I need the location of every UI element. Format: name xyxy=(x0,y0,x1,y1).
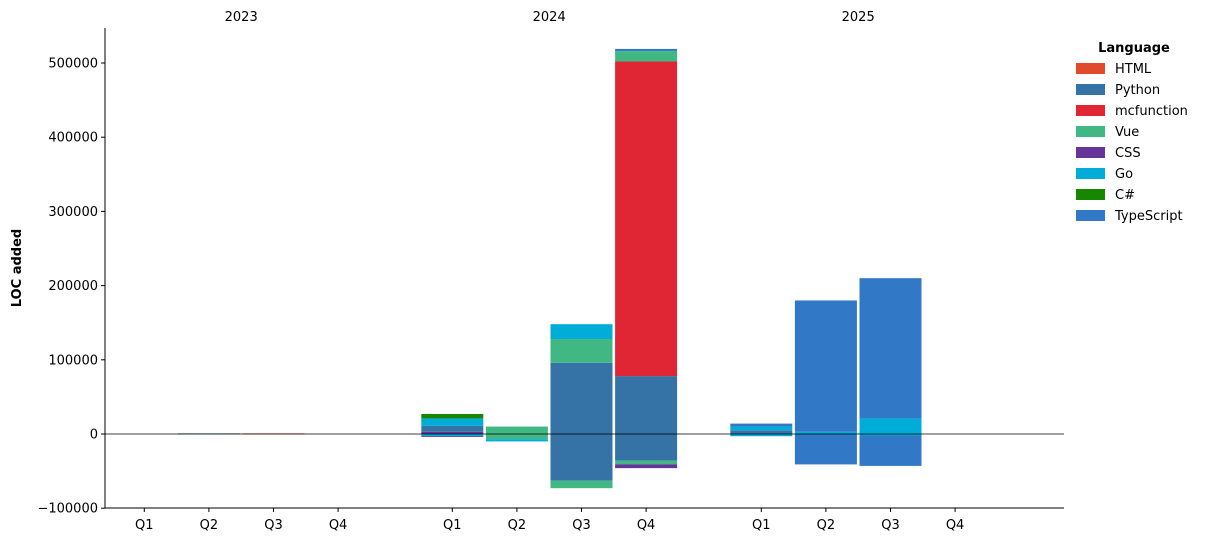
y-tick-label: 300000 xyxy=(48,205,98,220)
bar-segment-neg-2024-Q4-python xyxy=(615,434,678,461)
panel-titles: 2023 2024 2025 xyxy=(225,10,875,25)
x-tick-label: Q4 xyxy=(637,518,656,533)
x-tick-label: Q2 xyxy=(508,518,527,533)
y-tick-label: 500000 xyxy=(48,57,98,72)
bar-segment-neg-2024-Q1-css xyxy=(421,436,484,438)
y-tick-label: 400000 xyxy=(48,131,98,146)
bar-segment-2024-Q1-python xyxy=(421,425,484,432)
x-tick-label: Q1 xyxy=(135,518,154,533)
bar-segment-2024-Q4-vue xyxy=(615,51,678,62)
bar-segment-2024-Q4-typescript xyxy=(615,48,678,52)
bar-segment-neg-2025-Q2-typescript xyxy=(794,434,857,465)
bar-segment-2025-Q3-typescript xyxy=(859,278,922,419)
legend-swatch-python xyxy=(1076,84,1105,95)
bar-segment-2025-Q2-typescript xyxy=(794,300,857,432)
x-tick-label: Q4 xyxy=(329,518,348,533)
bar-segment-2024-Q3-vue xyxy=(550,339,613,363)
x-tick-label: Q3 xyxy=(572,518,591,533)
bar-segment-2025-Q2-go xyxy=(794,431,857,434)
legend-label-python: Python xyxy=(1115,83,1160,98)
y-tick-label: 100000 xyxy=(48,353,98,368)
bar-segment-2024-Q4-python xyxy=(615,376,678,434)
legend-label-mcfunction: mcfunction xyxy=(1115,104,1188,119)
bar-segment-neg-2025-Q3-go xyxy=(859,434,922,436)
legend-swatch-html xyxy=(1076,63,1105,74)
bar-segment-2025-Q1-python xyxy=(730,430,793,434)
y-axis-label: LOC added xyxy=(10,229,25,307)
panel-title-2024: 2024 xyxy=(533,10,566,25)
legend-label-html: HTML xyxy=(1115,62,1152,77)
bar-segment-2024-Q4-mcfunction xyxy=(615,61,678,377)
x-tick-label: Q2 xyxy=(200,518,219,533)
y-tick-label: −100000 xyxy=(37,502,98,517)
panel-title-2025: 2025 xyxy=(842,10,875,25)
legend-swatch-csharp xyxy=(1076,189,1105,200)
x-tick-label: Q1 xyxy=(752,518,771,533)
bar-segment-neg-2024-Q2-go xyxy=(485,439,548,442)
bar-segment-neg-2024-Q4-css xyxy=(615,464,678,469)
bar-segment-2024-Q1-csharp xyxy=(421,413,484,419)
bars-layer xyxy=(177,48,922,489)
legend-swatch-mcfunction xyxy=(1076,105,1105,116)
x-ticks: Q1 Q2 Q3 Q4 Q1 Q2 Q3 Q4 Q1 Q2 Q3 Q4 xyxy=(135,508,964,533)
x-tick-label: Q2 xyxy=(817,518,836,533)
bar-segment-neg-2025-Q3-typescript xyxy=(859,435,922,466)
bar-segment-2024-Q3-go xyxy=(550,324,613,340)
legend-swatch-css xyxy=(1076,147,1105,158)
bar-segment-2025-Q1-typescript xyxy=(730,423,793,427)
legend-swatch-vue xyxy=(1076,126,1105,137)
legend-label-vue: Vue xyxy=(1115,125,1139,140)
bar-segment-neg-2024-Q4-vue xyxy=(615,460,678,465)
legend-label-css: CSS xyxy=(1115,146,1141,161)
x-tick-label: Q3 xyxy=(881,518,900,533)
bar-segment-2024-Q1-go xyxy=(421,418,484,426)
bar-segment-neg-2024-Q3-vue xyxy=(550,480,613,489)
bar-segment-2025-Q1-go xyxy=(730,426,793,431)
y-ticks: −100000 0 100000 200000 300000 400000 500000 xyxy=(37,57,105,517)
legend-label-typescript: TypeScript xyxy=(1114,209,1183,224)
bar-segment-neg-2024-Q2-vue xyxy=(485,434,548,440)
panel-title-2023: 2023 xyxy=(225,10,258,25)
x-tick-label: Q1 xyxy=(443,518,462,533)
legend: Language HTML Python mcfunction Vue CSS Go C# T… xyxy=(1076,41,1188,224)
bar-segment-2024-Q2-vue xyxy=(485,426,548,434)
y-tick-label: 200000 xyxy=(48,279,98,294)
legend-label-csharp: C# xyxy=(1115,188,1135,203)
bar-segment-2024-Q3-python xyxy=(550,362,613,434)
bar-segment-neg-2024-Q1-go xyxy=(421,434,484,437)
bar-segment-neg-2024-Q3-python xyxy=(550,434,613,481)
x-tick-label: Q3 xyxy=(264,518,283,533)
x-tick-label: Q4 xyxy=(946,518,965,533)
legend-label-go: Go xyxy=(1115,167,1133,182)
y-tick-label: 0 xyxy=(90,428,98,443)
bar-segment-2024-Q1-css xyxy=(421,431,484,434)
bar-segment-2025-Q3-go xyxy=(859,418,922,434)
legend-swatch-typescript xyxy=(1076,210,1105,221)
legend-title: Language xyxy=(1098,41,1170,56)
legend-swatch-go xyxy=(1076,168,1105,179)
bar-segment-neg-2025-Q1-go xyxy=(730,434,793,437)
